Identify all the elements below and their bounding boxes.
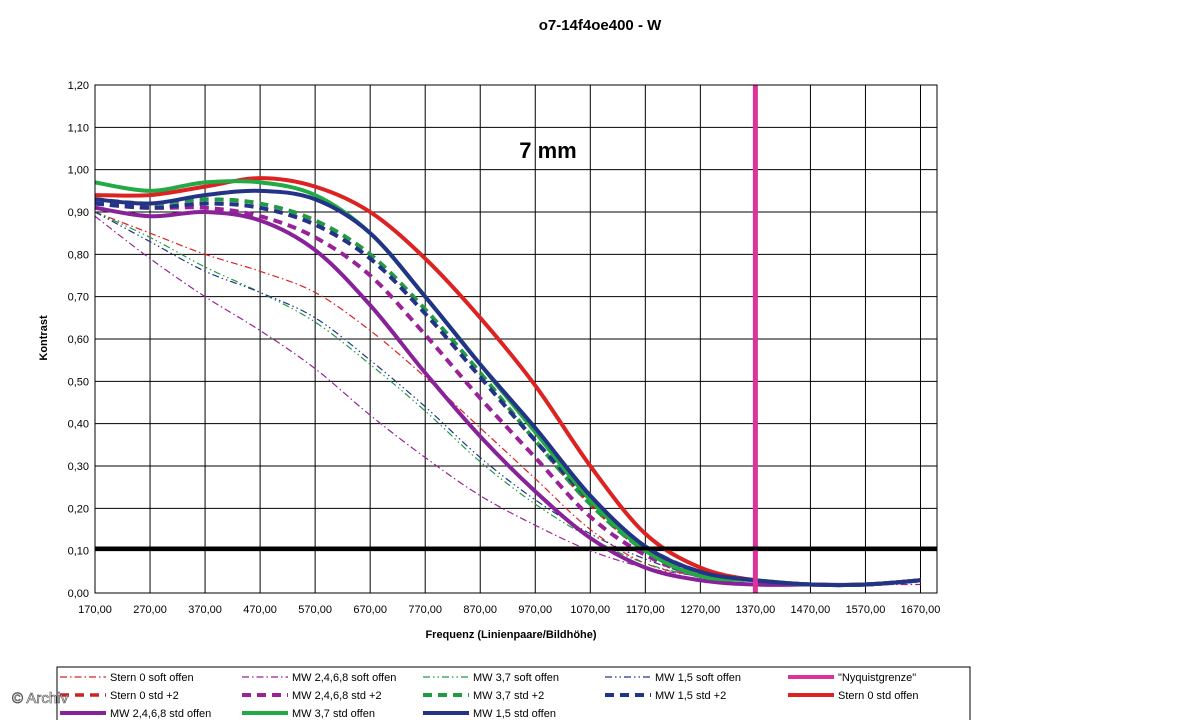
x-tick-label: 170,00 [78, 604, 112, 616]
legend: Stern 0 soft offen MW 2,4,6,8 soft offen M… [56, 666, 971, 720]
x-tick-label: 1370,00 [736, 604, 776, 616]
x-tick-label: 1470,00 [791, 604, 831, 616]
x-tick-label: 370,00 [188, 604, 222, 616]
legend-mw-1-5-soft-offen-label: MW 1,5 soft offen [655, 672, 741, 684]
plot-frame [94, 84, 938, 594]
y-tick-label: 0,80 [68, 249, 89, 261]
y-tick-label: 0,40 [68, 419, 89, 431]
x-tick-label: 1670,00 [901, 604, 941, 616]
legend-mw-3-7-std-2-label: MW 3,7 std +2 [473, 690, 544, 702]
y-tick-label: 0,60 [68, 334, 89, 346]
legend-nyquistgrenze-label: "Nyquistgrenze" [838, 672, 916, 684]
series-mw-3-7-soft-offen [94, 211, 921, 586]
y-tick-label: 0,10 [68, 546, 89, 558]
x-tick-label: 770,00 [408, 604, 442, 616]
legend-stern-0-std-2-label: Stern 0 std +2 [110, 690, 179, 702]
y-tick-label: 0,50 [68, 376, 89, 388]
series-stern-0-soft-offen [94, 211, 921, 586]
series-mw-1-5-std-offen [94, 188, 921, 588]
legend-mw-1-5-std-2-label: MW 1,5 std +2 [655, 690, 726, 702]
x-tick-label: 1070,00 [570, 604, 610, 616]
series-mw-1-5-std-2 [94, 201, 921, 588]
x-tick-label: 1570,00 [846, 604, 886, 616]
legend-mw-1-5-std-offen-label: MW 1,5 std offen [473, 708, 556, 720]
y-tick-label: 0,00 [68, 588, 89, 600]
x-tick-label: 1270,00 [680, 604, 720, 616]
y-axis-label: Kontrast [38, 315, 50, 361]
x-tick-label: 970,00 [518, 604, 552, 616]
y-tick-label: 0,90 [68, 207, 89, 219]
x-tick-labels: 170,00 270,00 370,00 470,00 570,00 670,00 770,… [78, 604, 940, 616]
y-tick-label: 1,20 [68, 80, 89, 92]
series-mw-3-7-std-offen [94, 179, 921, 588]
grid [94, 84, 937, 594]
y-tick-label: 0,20 [68, 503, 89, 515]
x-tick-label: 670,00 [353, 604, 387, 616]
x-tick-label: 570,00 [298, 604, 332, 616]
legend-mw-3-7-std-offen-label: MW 3,7 std offen [292, 708, 375, 720]
x-tick-label: 270,00 [133, 604, 167, 616]
legend-mw-2-4-6-8-soft-offen-label: MW 2,4,6,8 soft offen [292, 672, 396, 684]
x-tick-label: 470,00 [243, 604, 277, 616]
x-tick-label: 1170,00 [626, 604, 665, 616]
legend-stern-0-std-offen-label: Stern 0 std offen [838, 690, 919, 702]
y-tick-labels: 0,00 0,10 0,20 0,30 0,40 0,50 0,60 0,70 0,80 0,90… [68, 80, 89, 600]
chart-title: o7-14f4oe400 - W [539, 17, 662, 34]
series-layer [94, 85, 921, 593]
y-tick-label: 1,00 [68, 165, 89, 177]
series-mw-3-7-std-2 [94, 197, 921, 588]
x-tick-label: 870,00 [463, 604, 497, 616]
legend-stern-0-soft-offen-label: Stern 0 soft offen [110, 672, 194, 684]
series-mw-2-4-6-8-std-offen [94, 205, 921, 587]
legend-mw-3-7-soft-offen-label: MW 3,7 soft offen [473, 672, 559, 684]
watermark-text: © Archiv [12, 690, 69, 707]
legend-mw-2-4-6-8-std-2-label: MW 2,4,6,8 std +2 [292, 690, 382, 702]
y-tick-label: 1,10 [68, 122, 89, 134]
chart-annotation: 7 mm [519, 138, 576, 163]
y-tick-label: 0,70 [68, 292, 89, 304]
legend-mw-2-4-6-8-std-offen-label: MW 2,4,6,8 std offen [110, 708, 211, 720]
x-axis-label: Frequenz (Linienpaare/Bildhöhe) [425, 629, 596, 641]
y-tick-label: 0,30 [68, 461, 89, 473]
